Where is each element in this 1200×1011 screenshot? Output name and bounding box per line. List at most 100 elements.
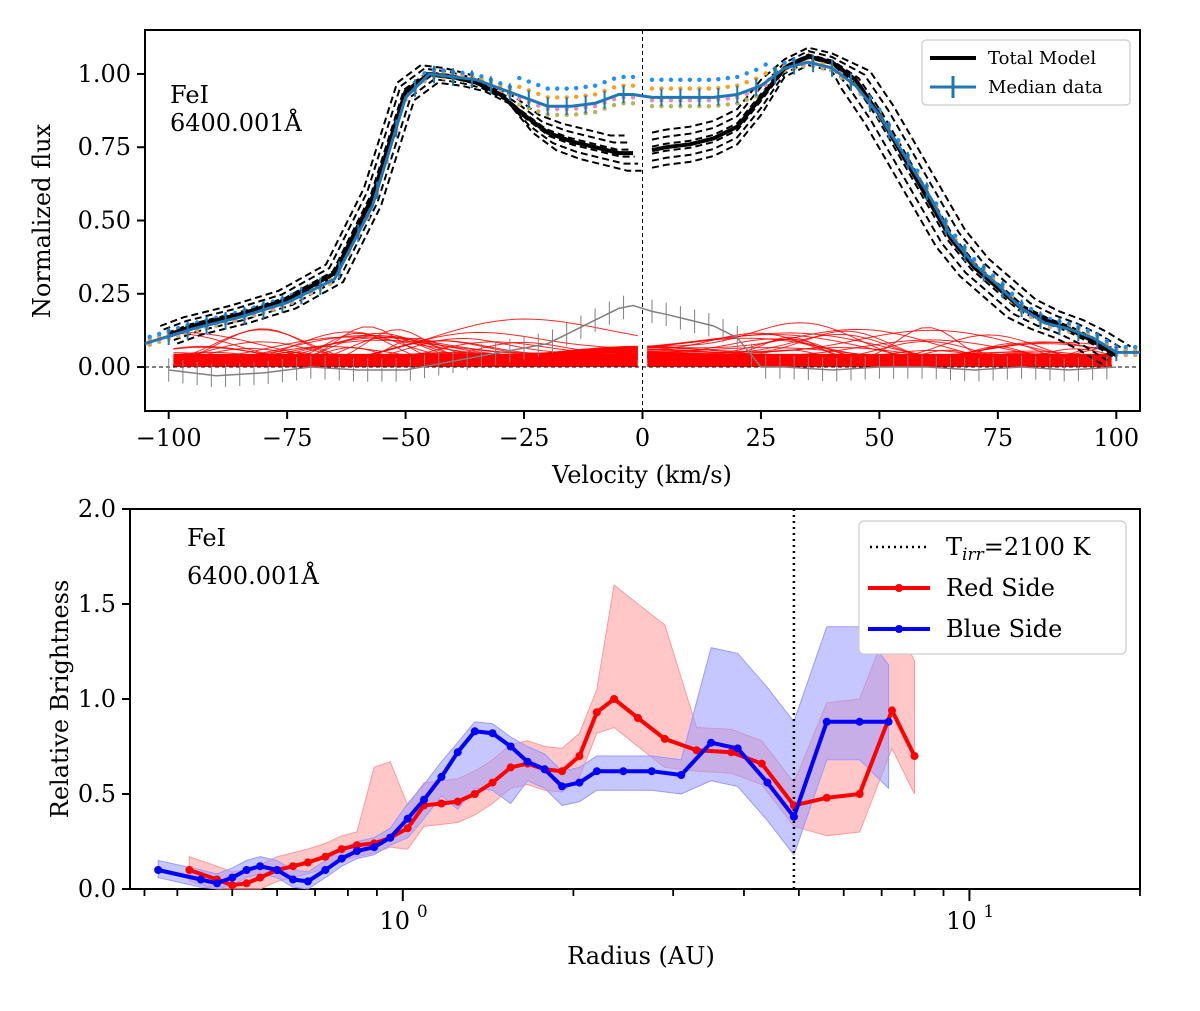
- data-point: [725, 75, 730, 81]
- bottom-y-tick-label: 1.0: [78, 685, 116, 713]
- data-point: [630, 74, 636, 80]
- red-side-point: [303, 858, 312, 867]
- data-point: [157, 331, 162, 337]
- bottom-legend-box: [858, 520, 1127, 655]
- data-point: [1009, 291, 1015, 296]
- model-sample-curve-blue: [159, 64, 625, 327]
- data-point: [687, 98, 693, 103]
- blue-side-point: [242, 866, 251, 874]
- data-point: [716, 77, 721, 82]
- data-point: [725, 96, 730, 101]
- median-data-line: [144, 60, 1140, 354]
- red-side-point: [660, 734, 669, 743]
- bottom-x-axis-label: Radius (AU): [567, 942, 715, 970]
- blue-side-point: [470, 727, 479, 736]
- blue-side-point: [370, 843, 379, 852]
- data-point: [687, 86, 693, 91]
- red-side-point: [727, 748, 736, 757]
- blue-side-point: [789, 812, 798, 821]
- data-point: [687, 104, 693, 109]
- legend-median-data-label: Median data: [988, 77, 1103, 98]
- data-point: [630, 101, 636, 106]
- red-side-point: [321, 852, 330, 861]
- red-side-point: [437, 799, 446, 808]
- red-side-point: [887, 706, 896, 715]
- data-point: [611, 102, 617, 108]
- data-point: [536, 91, 541, 97]
- data-point: [678, 77, 683, 83]
- top-y-tick-label: 0.50: [78, 207, 131, 235]
- blue-side-point: [321, 866, 330, 874]
- top-x-tick-label: −75: [262, 424, 313, 452]
- data-point: [573, 106, 579, 111]
- data-point: [441, 68, 446, 73]
- model-sample-curve-red: [651, 46, 1132, 348]
- blue-side-point: [763, 778, 772, 787]
- data-point: [517, 84, 522, 90]
- blue-side-point: [403, 814, 412, 823]
- red-side-point: [592, 708, 601, 717]
- bottom-legend: Tirr=2100 K Red Side Blue Side: [858, 520, 1127, 655]
- legend-total-model-label: Total Model: [988, 48, 1096, 69]
- data-point: [630, 83, 636, 88]
- legend-tirr-sub: irr: [962, 545, 985, 565]
- blue-side-point: [575, 778, 584, 787]
- bottom-y-axis-label: Relative Brightness: [46, 580, 74, 819]
- top-x-tick-label: 0: [635, 424, 650, 452]
- data-point: [630, 95, 636, 100]
- top-y-tick-label: 0.00: [78, 353, 131, 381]
- data-point: [517, 102, 522, 107]
- top-x-tick-label: −50: [380, 424, 431, 452]
- red-side-point: [488, 778, 497, 787]
- data-point: [744, 79, 749, 85]
- data-point: [782, 60, 787, 66]
- data-point: [592, 104, 598, 109]
- model-sample-curve-red: [651, 57, 1115, 358]
- data-point: [1123, 344, 1128, 350]
- model-sample-curve-red: [651, 50, 1126, 351]
- top-y-tick-label: 0.25: [78, 280, 131, 308]
- data-point: [668, 104, 674, 109]
- data-point: [583, 111, 588, 116]
- data-point: [536, 82, 541, 88]
- red-side-point: [633, 714, 642, 722]
- data-point: [1085, 328, 1091, 333]
- model-sample-curve-blue: [170, 74, 635, 338]
- data-point: [564, 86, 569, 91]
- blue-side-point: [619, 767, 628, 776]
- data-point: [555, 112, 560, 118]
- top-y-tick-label: 0.75: [78, 133, 131, 161]
- top-y-tick-label: 1.00: [78, 60, 131, 88]
- data-point: [735, 101, 740, 106]
- red-side-point: [757, 759, 766, 768]
- bottom-x-ticks: 10 0 10 1: [143, 889, 1141, 935]
- blue-side-point: [488, 729, 497, 738]
- legend-blue-side-marker: [895, 625, 903, 633]
- blue-side-point: [437, 772, 446, 781]
- data-point: [1066, 321, 1072, 326]
- blue-side-point: [822, 717, 831, 726]
- top-x-axis-label: Velocity (km/s): [551, 461, 732, 489]
- blue-side-point: [303, 877, 312, 886]
- data-point: [526, 79, 531, 84]
- legend-red-side-label: Red Side: [946, 574, 1055, 602]
- data-point: [592, 109, 598, 115]
- top-x-tick-label: 25: [746, 424, 777, 452]
- top-legend: Total Model Median data: [921, 39, 1131, 106]
- blue-side-point: [707, 738, 716, 747]
- red-side-component-curve: [647, 329, 1112, 363]
- bottom-x-tick-exponent: 0: [417, 902, 428, 922]
- data-point: [555, 95, 560, 100]
- bottom-annotation-line2: 6400.001Å: [187, 561, 320, 590]
- blue-side-point: [733, 744, 742, 753]
- data-point: [687, 77, 693, 83]
- legend-red-side-marker: [895, 584, 903, 592]
- data-point: [706, 104, 712, 109]
- data-point: [649, 98, 655, 103]
- blue-side-point: [154, 866, 163, 874]
- red-side-point: [470, 790, 479, 798]
- data-point: [1028, 306, 1034, 312]
- data-point: [479, 74, 484, 79]
- top-x-tick-label: 50: [864, 424, 895, 452]
- top-y-axis-label: Normalized flux: [28, 123, 56, 318]
